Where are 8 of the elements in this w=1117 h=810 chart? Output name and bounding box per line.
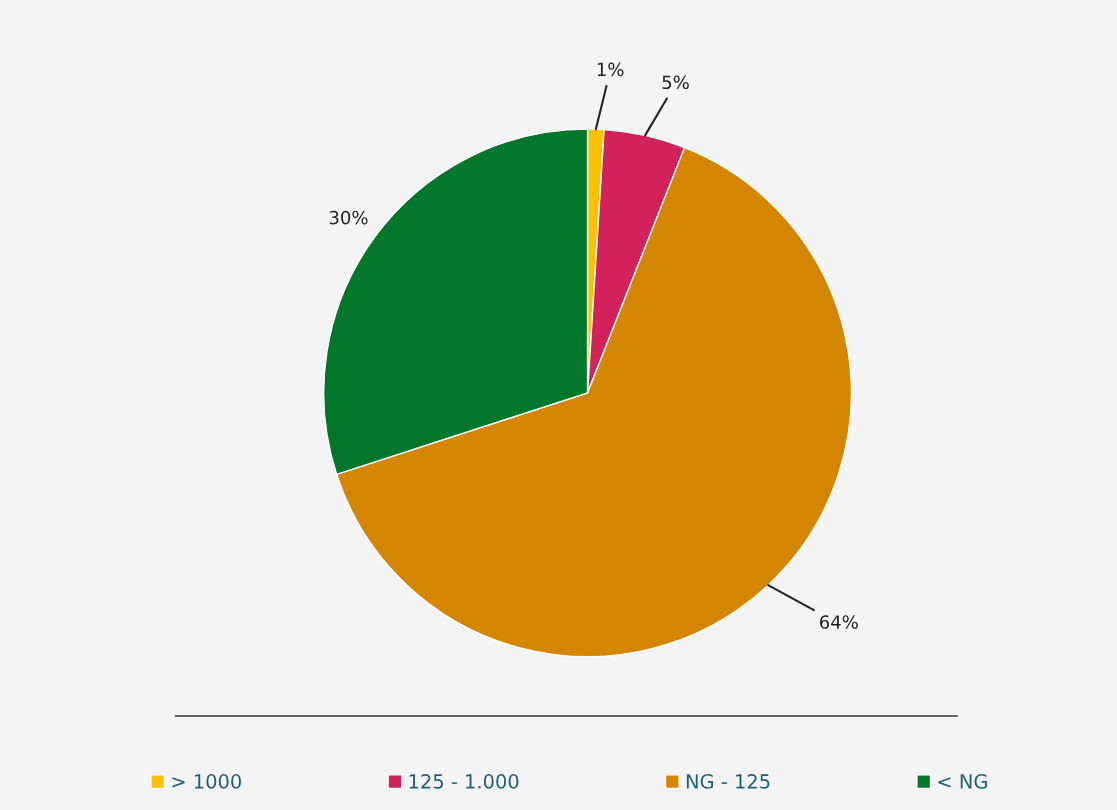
data-label: 5% [662, 75, 689, 90]
legend-label: 125 - 1.000 [409, 774, 519, 789]
data-label: 1% [597, 62, 624, 77]
legend-label: < NG [938, 774, 987, 789]
data-label: 30% [329, 210, 368, 225]
data-label: 64% [819, 615, 858, 629]
legend-label: > 1000 [172, 774, 241, 789]
legend-label: NG - 125 [686, 774, 770, 789]
